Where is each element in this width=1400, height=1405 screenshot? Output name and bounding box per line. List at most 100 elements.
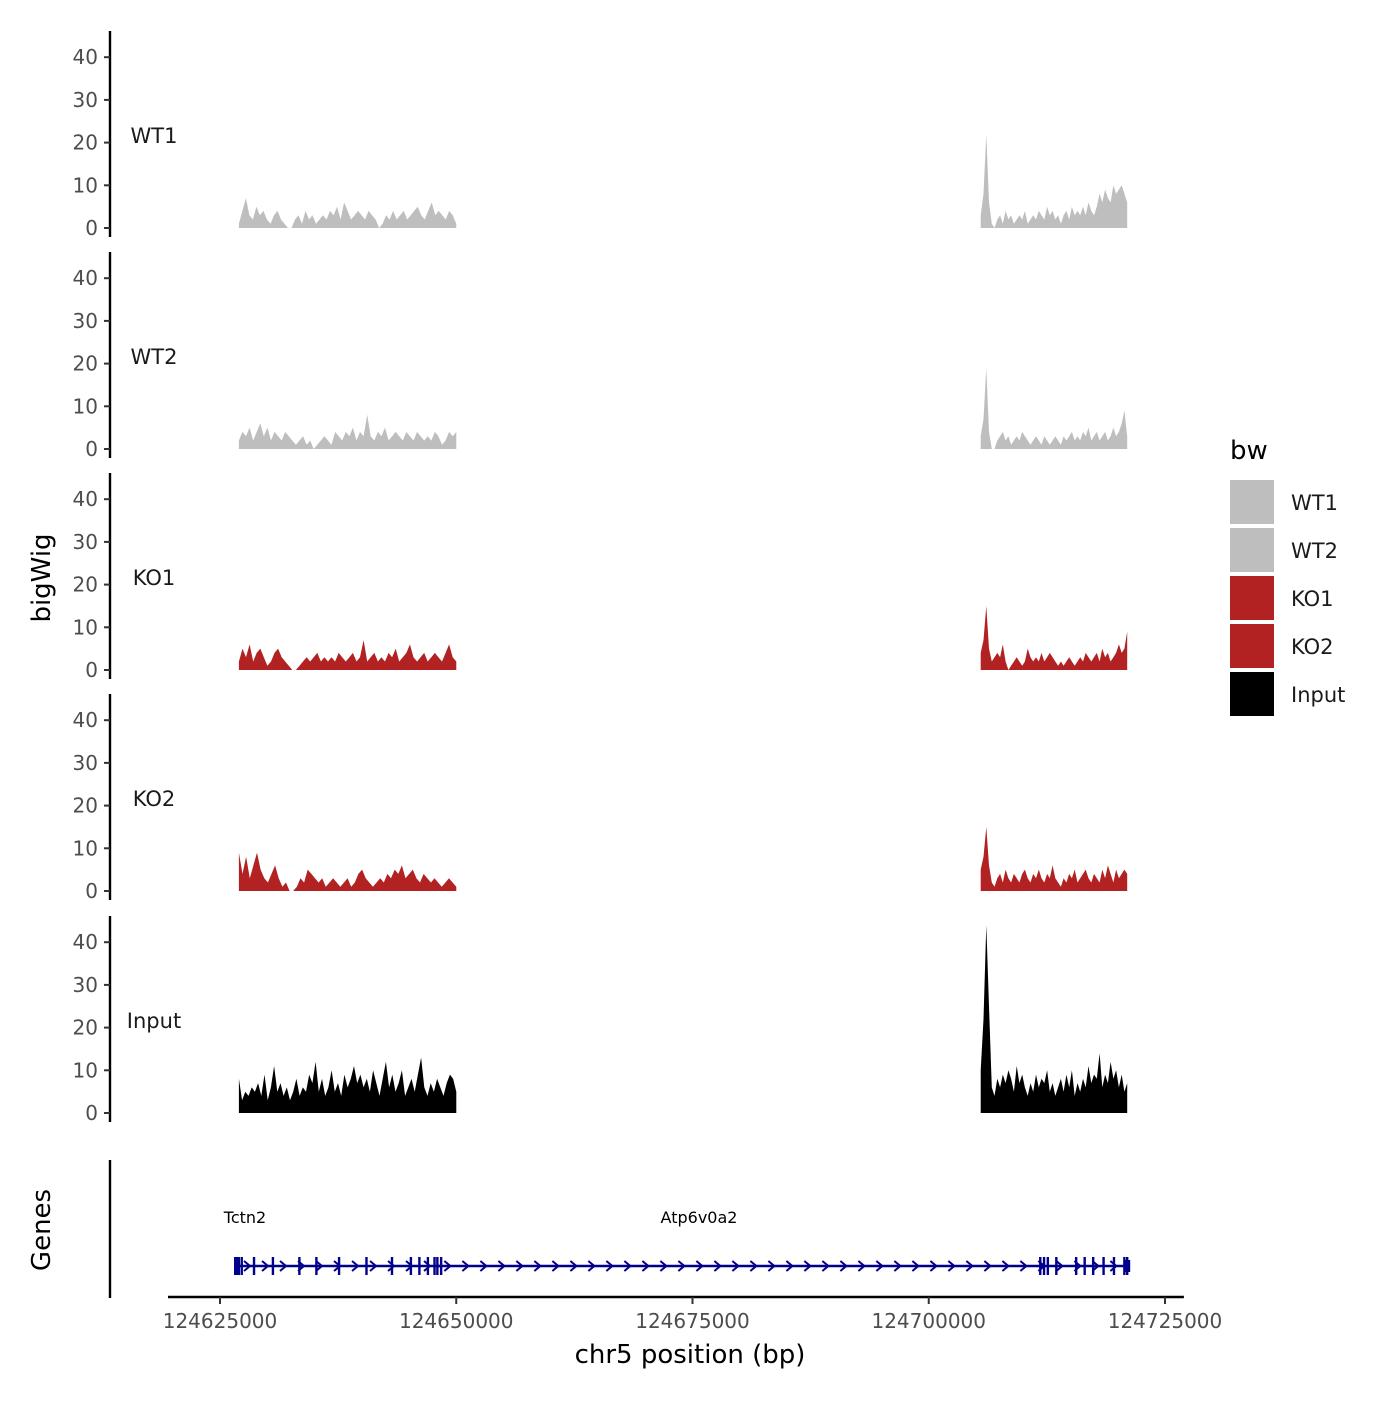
exon-mark [315, 1257, 318, 1275]
strand-arrow [479, 1260, 488, 1272]
exon-mark [390, 1257, 394, 1275]
legend-label-ko1: KO1 [1291, 587, 1334, 611]
exon-mark [240, 1257, 243, 1275]
coverage-area-input-2 [980, 925, 1128, 1113]
legend: bw WT1 WT2 KO1 KO2 Input [1230, 436, 1345, 716]
legend-label-wt2: WT2 [1291, 539, 1338, 563]
coverage-area-wt2-1 [238, 414, 457, 449]
x-tick-label: 124700000 [871, 1309, 986, 1333]
y-tick-label: 30 [73, 530, 98, 554]
coverage-area-ko2-2 [980, 827, 1128, 891]
strand-arrow [1055, 1260, 1064, 1272]
strand-arrow [1001, 1260, 1010, 1272]
y-tick-label: 30 [73, 751, 98, 775]
strand-arrow [659, 1260, 668, 1272]
exon-mark [271, 1257, 275, 1275]
strand-arrow [261, 1260, 270, 1272]
y-axis-title: bigWig [27, 533, 57, 622]
y-tick-label: 0 [85, 1101, 98, 1125]
y-tick-label: 10 [73, 173, 98, 197]
exon-mark [1039, 1257, 1042, 1275]
strand-arrow [533, 1260, 542, 1272]
legend-label-input: Input [1291, 683, 1345, 707]
exon-mark [1102, 1257, 1105, 1275]
strand-arrow [821, 1260, 830, 1272]
y-tick-label: 40 [73, 930, 98, 954]
y-tick-label: 10 [73, 615, 98, 639]
exon-mark [1046, 1257, 1050, 1275]
strand-arrow [857, 1260, 866, 1272]
y-tick-label: 0 [85, 879, 98, 903]
coverage-area-ko2-1 [238, 852, 457, 891]
strand-arrow [315, 1260, 324, 1272]
gene-end-cap [1124, 1260, 1131, 1272]
y-tick-label: 20 [73, 794, 98, 818]
strand-arrow [515, 1260, 524, 1272]
strand-arrow [1019, 1260, 1028, 1272]
y-tick-label: 10 [73, 1058, 98, 1082]
panel-label-ko2: KO2 [133, 787, 176, 811]
strand-arrow [605, 1260, 614, 1272]
exon-mark [436, 1257, 439, 1275]
strand-arrow [803, 1260, 812, 1272]
y-tick-label: 30 [73, 88, 98, 112]
y-tick-label: 40 [73, 487, 98, 511]
strand-arrow [713, 1260, 722, 1272]
legend-swatch-wt2 [1230, 528, 1274, 572]
strand-arrow [677, 1260, 686, 1272]
exon-mark [337, 1257, 341, 1275]
legend-title: bw [1230, 436, 1268, 466]
exon-mark [1042, 1257, 1046, 1275]
exon-mark [409, 1257, 413, 1275]
x-tick-label: 124725000 [1108, 1309, 1223, 1333]
strand-arrow [351, 1260, 360, 1272]
strand-arrow [587, 1260, 596, 1272]
y-tick-label: 20 [73, 1016, 98, 1040]
y-tick-label: 0 [85, 658, 98, 682]
coverage-area-wt2-2 [980, 367, 1128, 449]
y-tick-label: 10 [73, 836, 98, 860]
track-panels: 0 10 20 30 40 WT1 0 10 20 30 40 WT2 0 10 20 30 40 KO1 0 10 2… [73, 31, 1128, 1125]
panel-label-wt2: WT2 [131, 345, 178, 369]
exon-mark [426, 1257, 430, 1275]
strand-arrow [965, 1260, 974, 1272]
legend-label-wt1: WT1 [1291, 491, 1338, 515]
coverage-area-wt1-2 [980, 134, 1128, 228]
x-tick-label: 124675000 [635, 1309, 750, 1333]
x-axis-title: chr5 position (bp) [575, 1340, 806, 1370]
strand-arrow [569, 1260, 578, 1272]
strand-arrow [243, 1260, 252, 1272]
y-tick-label: 40 [73, 266, 98, 290]
strand-arrow [623, 1260, 632, 1272]
gene-start-cap [234, 1257, 241, 1275]
exon-mark [365, 1257, 368, 1275]
y-tick-label: 40 [73, 45, 98, 69]
x-tick-label: 124625000 [163, 1309, 278, 1333]
strand-arrow [929, 1260, 938, 1272]
exon-mark [439, 1257, 443, 1275]
x-axis: 124625000 124650000 124675000 124700000 1247… [163, 1295, 1223, 1333]
exon-mark [1112, 1257, 1116, 1275]
y-tick-label: 30 [73, 309, 98, 333]
strand-arrow [983, 1260, 992, 1272]
strand-arrow [875, 1260, 884, 1272]
track-panel-ko2: 0 10 20 30 40 KO2 [73, 694, 1128, 903]
y-tick-label: 20 [73, 131, 98, 155]
exon-mark [1074, 1257, 1078, 1275]
y-tick-label: 20 [73, 352, 98, 376]
genes-panel: Tctn2 Atp6v0a2 [108, 1160, 1131, 1298]
strand-arrow [443, 1260, 452, 1272]
gene-label-atp6v0a2: Atp6v0a2 [661, 1208, 738, 1227]
track-panel-wt2: 0 10 20 30 40 WT2 [73, 252, 1128, 461]
x-tick-label: 124650000 [399, 1309, 514, 1333]
strand-arrow [695, 1260, 704, 1272]
legend-swatch-ko1 [1230, 576, 1274, 620]
y-tick-label: 40 [73, 708, 98, 732]
track-panel-ko1: 0 10 20 30 40 KO1 [73, 473, 1128, 682]
strand-arrow [1109, 1260, 1118, 1272]
exon-mark [1055, 1257, 1058, 1275]
strand-arrow [785, 1260, 794, 1272]
strand-arrow [641, 1260, 650, 1272]
gene-atp6v0a2: Atp6v0a2 [436, 1208, 1129, 1275]
